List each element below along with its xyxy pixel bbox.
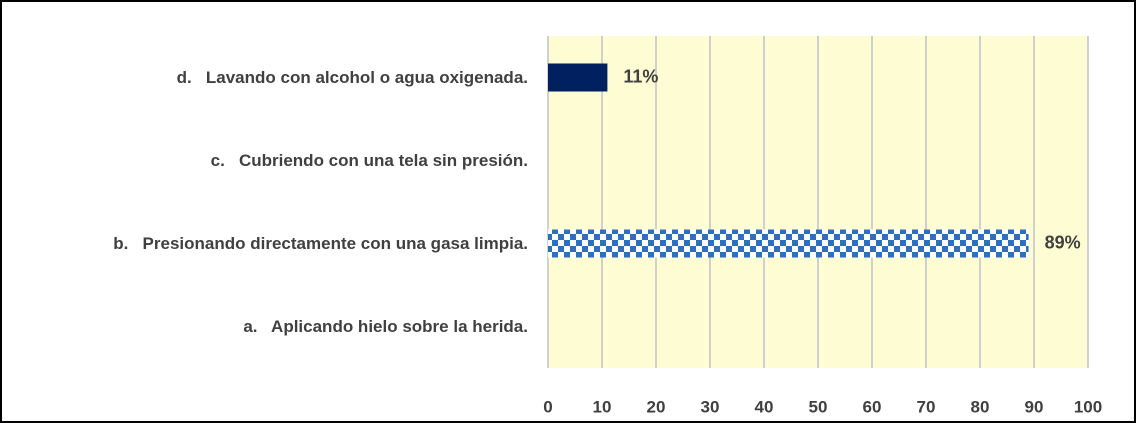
category-label: c. Cubriendo con una tela sin presión. [210,150,528,170]
x-tick-label: 60 [863,397,882,416]
x-tick-label: 20 [647,397,666,416]
value-label: 11% [623,66,658,86]
x-tick-label: 90 [1025,397,1044,416]
category-label: a. Aplicando hielo sobre la herida. [243,316,528,336]
category-label: d. Lavando con alcohol o agua oxigenada. [176,67,528,87]
bar [548,229,1029,258]
value-label: 89% [1045,232,1081,252]
x-tick-label: 80 [971,397,990,416]
x-tick-label: 40 [755,397,774,416]
x-tick-label: 10 [593,397,612,416]
x-tick-label: 30 [701,397,720,416]
category-label: b. Presionando directamente con una gasa… [113,233,528,253]
x-tick-label: 0 [543,397,552,416]
bar [548,63,608,92]
x-tick-label: 70 [917,397,936,416]
x-tick-label: 100 [1074,397,1102,416]
x-tick-label: 50 [809,397,828,416]
